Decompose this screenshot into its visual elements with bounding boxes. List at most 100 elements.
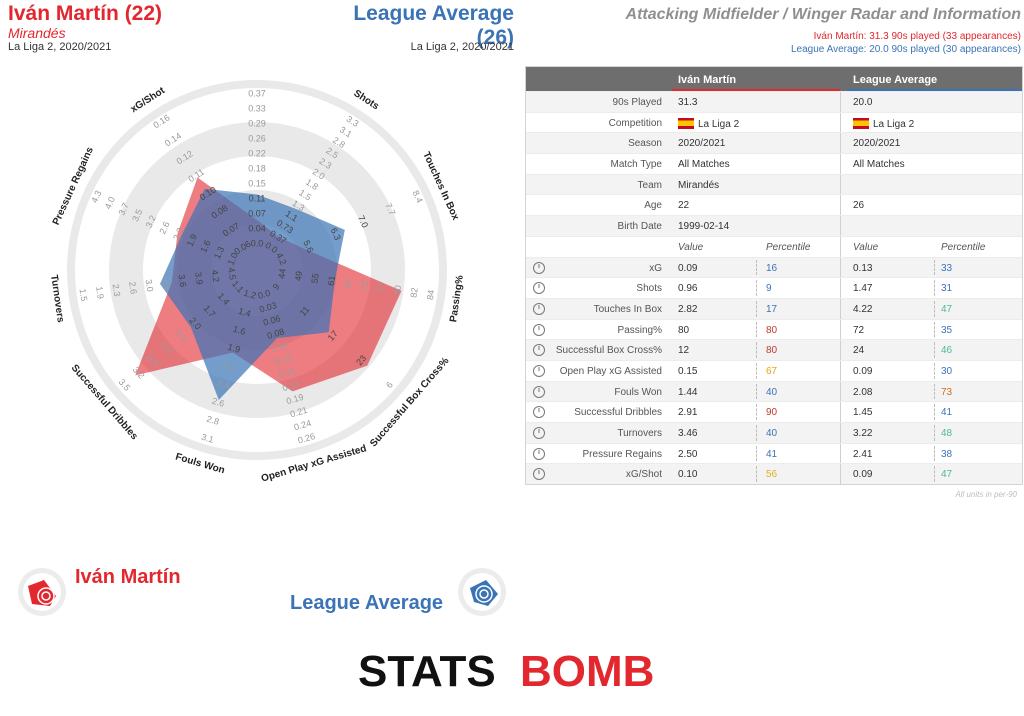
league-value: 0.13 xyxy=(853,262,873,274)
axis-tick-label: 0.07 xyxy=(248,208,266,218)
axis-tick-label: 2.6 xyxy=(211,396,226,409)
subheader-value: Value xyxy=(678,241,704,253)
player-percentile: 41 xyxy=(766,448,778,460)
axis-label: Passing% xyxy=(448,274,466,322)
table-row: Touches In Box 2.82 17 4.22 47 xyxy=(526,297,1022,319)
player-competition: La Liga 2, 2020/2021 xyxy=(8,41,112,53)
stat-icon xyxy=(533,302,545,315)
table-row: Successful Box Cross% 12 80 24 46 xyxy=(526,339,1022,360)
axis-tick-label: 0.06 xyxy=(262,313,282,328)
stat-label: Passing% xyxy=(617,324,662,336)
player-percentile: 40 xyxy=(766,428,778,439)
league-percentile: 47 xyxy=(941,469,953,481)
league-polygon xyxy=(160,188,345,400)
player-title: Iván Martín (22) xyxy=(8,2,163,25)
league-value: 1.47 xyxy=(853,283,873,295)
axis-tick-label: 1.5 xyxy=(78,288,90,302)
axis-tick-label: 0.10 xyxy=(270,339,290,354)
axis-tick-label: 4.5 xyxy=(226,267,238,281)
axis-tick-label: 1.9 xyxy=(94,286,106,300)
player-value: 12 xyxy=(678,345,690,357)
axis-tick-label: 0.17 xyxy=(281,379,301,394)
player-value: 1999-02-14 xyxy=(678,221,730,233)
row-label: Match Type xyxy=(610,159,662,171)
axis-tick-label: 17 xyxy=(326,329,340,343)
league-percentile: 46 xyxy=(941,345,953,357)
row-label: Age xyxy=(644,200,662,212)
player-appearances: Iván Martín: 31.3 90s played (33 appeara… xyxy=(813,31,1021,42)
player-percentile: 90 xyxy=(766,407,778,419)
table-row: Competition La Liga 2 La Liga 2 xyxy=(526,111,1022,133)
player-percentile: 67 xyxy=(766,365,778,377)
axis-tick-label: 0.21 xyxy=(289,405,309,420)
table-row: xG/Shot 0.10 56 0.09 47 xyxy=(526,463,1022,485)
league-title: League Average (26) xyxy=(353,2,514,49)
axis-tick-label: 4.3 xyxy=(89,189,103,205)
axis-tick-label: 0.11 xyxy=(249,193,266,203)
stat-label: Shots xyxy=(636,283,662,295)
radar-title: Attacking Midfielder / Winger Radar and … xyxy=(625,6,1021,23)
player-value: 80 xyxy=(678,324,690,336)
axis-tick-label: 77 xyxy=(375,282,386,293)
row-label: Team xyxy=(637,179,662,191)
stat-label: Successful Dribbles xyxy=(574,407,662,419)
league-value: All Matches xyxy=(853,159,905,171)
axis-tick-label: 0.19 xyxy=(285,392,305,407)
radar-polygons xyxy=(135,177,402,400)
legend-player: Iván Martín xyxy=(75,566,181,588)
axis-tick-label: 3.6 xyxy=(177,274,189,288)
table-row: xG 0.09 16 0.13 33 xyxy=(526,256,1022,278)
axis-tick-label: 4.0 xyxy=(103,195,117,211)
axis-tick-label: 0.22 xyxy=(248,148,266,158)
player-value: 22 xyxy=(678,200,690,212)
stat-label: Touches In Box xyxy=(593,303,662,315)
axis-tick-label: 0.24 xyxy=(293,418,313,433)
stat-icon xyxy=(533,427,545,439)
player-value: 2.82 xyxy=(678,303,698,315)
player-value: 0.15 xyxy=(678,365,698,377)
axis-tick-label: 1.3 xyxy=(212,245,226,261)
league-percentile: 73 xyxy=(941,386,953,398)
axis-tick-label: 72 xyxy=(359,280,370,291)
axis-tick-label: 82 xyxy=(408,287,419,298)
player-percentile: 9 xyxy=(766,283,772,295)
axis-tick-label: 80 xyxy=(392,285,403,296)
subheader-percentile: Percentile xyxy=(941,241,986,253)
axis-tick-label: 2.4 xyxy=(216,378,231,391)
player-percentile: 80 xyxy=(766,324,778,336)
axis-tick-label: 2.3 xyxy=(171,226,185,242)
stat-icon xyxy=(533,406,545,419)
player-value: 0.10 xyxy=(678,469,698,481)
table-row: Match Type All Matches All Matches xyxy=(526,153,1022,174)
axis-tick-label: 0.03 xyxy=(258,300,278,315)
league-value: 24 xyxy=(853,345,865,357)
table-row: Shots 0.96 9 1.47 31 xyxy=(526,277,1022,298)
league-value: 2.08 xyxy=(853,386,873,398)
axis-tick-label: 4.2 xyxy=(274,251,288,267)
player-value: 2020/2021 xyxy=(678,138,726,150)
axis-tick-label: 0.15 xyxy=(277,366,297,381)
stat-icon xyxy=(533,385,545,398)
table-row: Pressure Regains 2.50 41 2.41 38 xyxy=(526,442,1022,464)
player-value: La Liga 2 xyxy=(678,117,739,130)
league-percentile: 31 xyxy=(941,283,953,295)
axis-tick-label: 0.15 xyxy=(248,178,266,188)
axis-tick-label: 55 xyxy=(309,273,320,284)
league-value: 3.22 xyxy=(853,428,873,439)
stat-icon xyxy=(533,323,545,336)
logo-text-bomb: BOMB xyxy=(520,648,654,694)
table-body: 90s Played 31.3 20.0 Competition La Liga 2 La… xyxy=(526,91,1022,485)
stat-label: Turnovers xyxy=(617,428,662,439)
stat-label: xG/Shot xyxy=(625,469,662,481)
axis-tick-label: 0.18 xyxy=(248,163,266,173)
axis-tick-label: 3.1 xyxy=(200,432,215,445)
subheader-value: Value xyxy=(853,241,879,253)
table-row: Successful Dribbles 2.91 90 1.45 41 xyxy=(526,401,1022,422)
table-col-league: League Average xyxy=(853,74,938,86)
axis-tick-label: 1.6 xyxy=(198,239,212,255)
stat-label: xG xyxy=(649,262,662,274)
league-percentile: 38 xyxy=(941,448,953,460)
row-label: Birth Date xyxy=(617,221,662,233)
player-percentile: 40 xyxy=(766,386,778,398)
axis-tick-label: 0.26 xyxy=(297,431,317,446)
